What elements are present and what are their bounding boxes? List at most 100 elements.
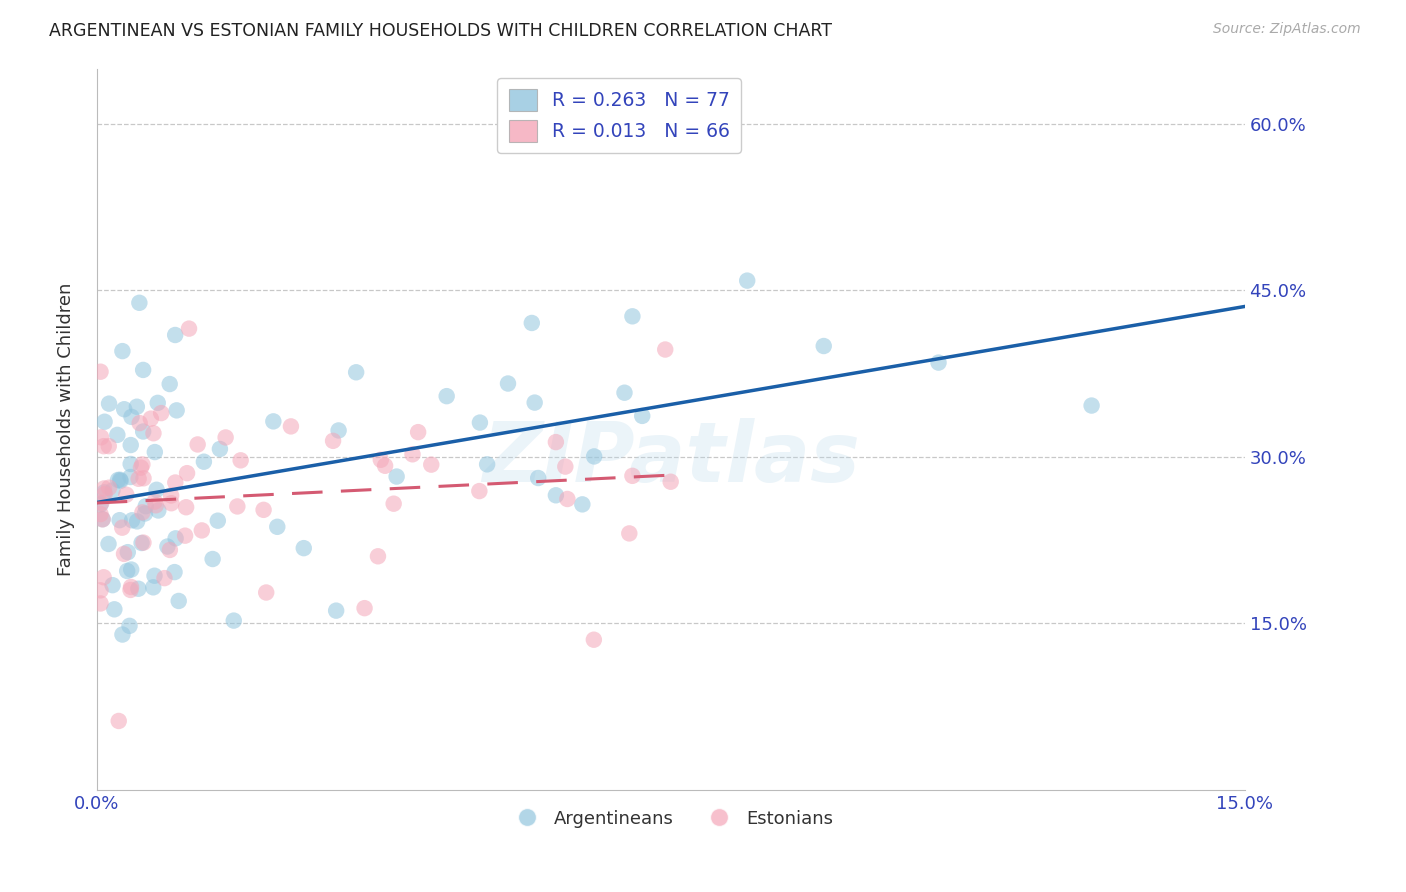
Point — [90, 365, 112, 379]
Point — [527, 471, 550, 485]
Point — [115, 488, 138, 502]
Point — [142, 426, 165, 441]
Point — [90, 496, 112, 510]
Point — [468, 484, 491, 499]
Point — [131, 458, 153, 472]
Point — [128, 472, 150, 486]
Point — [131, 505, 153, 519]
Point — [103, 602, 125, 616]
Point — [143, 494, 166, 508]
Point — [1080, 399, 1102, 413]
Point — [621, 468, 644, 483]
Point — [120, 580, 142, 594]
Point — [385, 469, 408, 483]
Point — [117, 545, 139, 559]
Point — [111, 627, 134, 641]
Point — [143, 568, 166, 582]
Point — [121, 409, 143, 424]
Point — [135, 500, 157, 514]
Point — [328, 424, 350, 438]
Point — [621, 310, 644, 324]
Point — [129, 460, 152, 475]
Point — [112, 402, 135, 417]
Point — [557, 491, 579, 506]
Point — [292, 541, 315, 556]
Point — [177, 321, 200, 335]
Point — [148, 503, 170, 517]
Point — [93, 485, 115, 500]
Point — [582, 632, 605, 647]
Point — [659, 475, 682, 489]
Y-axis label: Family Households with Children: Family Households with Children — [58, 283, 75, 576]
Point — [132, 363, 155, 377]
Point — [107, 473, 129, 487]
Point — [187, 437, 209, 451]
Point — [322, 434, 344, 448]
Point — [110, 474, 132, 488]
Legend: Argentineans, Estonians: Argentineans, Estonians — [502, 803, 839, 835]
Point — [176, 466, 198, 480]
Point — [101, 578, 124, 592]
Point — [165, 532, 187, 546]
Text: ARGENTINEAN VS ESTONIAN FAMILY HOUSEHOLDS WITH CHILDREN CORRELATION CHART: ARGENTINEAN VS ESTONIAN FAMILY HOUSEHOLD… — [49, 22, 832, 40]
Point — [193, 455, 215, 469]
Point — [118, 619, 141, 633]
Point — [128, 295, 150, 310]
Point — [174, 500, 197, 515]
Point — [520, 316, 543, 330]
Point — [214, 430, 236, 444]
Point — [97, 439, 120, 453]
Point — [145, 483, 167, 497]
Point — [401, 447, 423, 461]
Point — [406, 425, 429, 439]
Point — [91, 512, 114, 526]
Point — [544, 488, 567, 502]
Point — [159, 543, 181, 558]
Point — [370, 452, 392, 467]
Point — [132, 425, 155, 439]
Point — [325, 604, 347, 618]
Point — [619, 526, 641, 541]
Point — [544, 435, 567, 450]
Point — [163, 565, 186, 579]
Point — [150, 406, 173, 420]
Point — [134, 507, 156, 521]
Point — [226, 500, 249, 514]
Point — [120, 470, 142, 484]
Point — [222, 614, 245, 628]
Point — [90, 507, 112, 521]
Point — [105, 428, 128, 442]
Point — [165, 328, 187, 343]
Point — [125, 400, 148, 414]
Point — [120, 438, 142, 452]
Point — [613, 385, 636, 400]
Point — [143, 445, 166, 459]
Point — [120, 563, 142, 577]
Point — [166, 403, 188, 417]
Point — [90, 497, 112, 511]
Point — [108, 513, 131, 527]
Point — [165, 475, 187, 490]
Point — [115, 564, 138, 578]
Point — [374, 458, 396, 473]
Point — [98, 481, 121, 495]
Point — [120, 582, 142, 597]
Point — [90, 430, 112, 444]
Point — [167, 594, 190, 608]
Point — [93, 487, 115, 501]
Point — [382, 497, 405, 511]
Point — [735, 274, 758, 288]
Point — [90, 583, 112, 598]
Point — [523, 395, 546, 409]
Point — [93, 415, 115, 429]
Point — [93, 482, 115, 496]
Point — [420, 458, 443, 472]
Point — [128, 416, 150, 430]
Point — [654, 343, 676, 357]
Point — [97, 537, 120, 551]
Point — [159, 377, 181, 392]
Point — [139, 411, 162, 425]
Point — [583, 450, 606, 464]
Point — [107, 714, 129, 728]
Point — [254, 585, 277, 599]
